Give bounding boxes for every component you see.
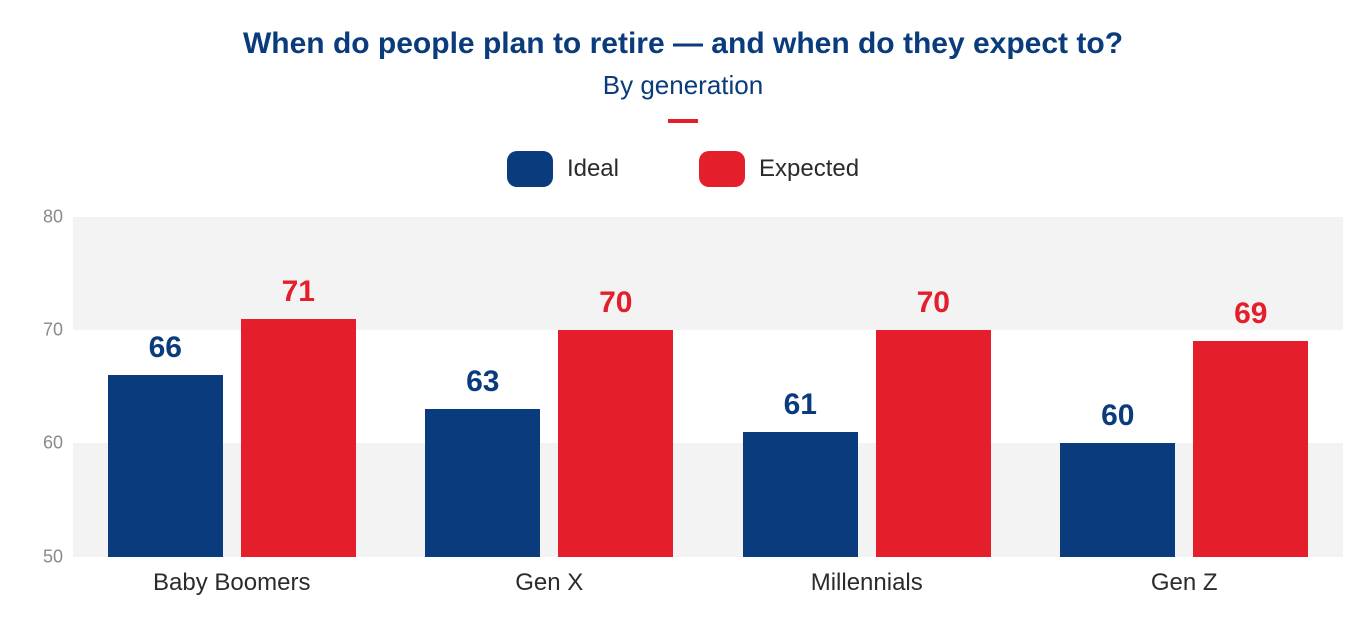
legend-label-ideal: Ideal (567, 155, 619, 183)
bar-value-label: 71 (282, 275, 315, 309)
bar-group: 61 70 (708, 217, 1026, 557)
bar-group: 60 69 (1026, 217, 1344, 557)
title-accent-bar (668, 119, 698, 123)
legend-label-expected: Expected (759, 155, 859, 183)
bar-ideal: 61 (743, 432, 858, 557)
y-tick: 50 (43, 546, 63, 567)
bar-value-label: 61 (784, 388, 817, 422)
legend-item-ideal: Ideal (507, 151, 619, 187)
legend-swatch-ideal (507, 151, 553, 187)
y-tick: 70 (43, 320, 63, 341)
bar-group: 66 71 (73, 217, 391, 557)
bar-expected: 71 (241, 319, 356, 557)
bar-ideal: 60 (1060, 443, 1175, 556)
chart-subtitle: By generation (603, 69, 763, 103)
bar-value-label: 60 (1101, 399, 1134, 433)
bar-ideal: 66 (108, 375, 223, 556)
bar-ideal: 63 (425, 409, 540, 556)
bar-value-label: 70 (917, 286, 950, 320)
bar-groups: 66 71 63 70 61 (73, 217, 1343, 557)
chart-title: When do people plan to retire — and when… (243, 24, 1123, 63)
y-tick: 80 (43, 206, 63, 227)
x-axis-label: Millennials (708, 569, 1026, 597)
chart-plot-area: 80 70 60 50 66 71 63 (23, 217, 1343, 557)
chart-container: When do people plan to retire — and when… (0, 0, 1366, 623)
legend-swatch-expected (699, 151, 745, 187)
x-axis-label: Baby Boomers (73, 569, 391, 597)
bar-value-label: 66 (149, 331, 182, 365)
bar-expected: 70 (876, 330, 991, 557)
plot: 66 71 63 70 61 (73, 217, 1343, 557)
bar-value-label: 70 (599, 286, 632, 320)
legend: Ideal Expected (507, 151, 859, 187)
x-axis: Baby Boomers Gen X Millennials Gen Z (73, 569, 1343, 597)
bar-expected: 70 (558, 330, 673, 557)
y-tick: 60 (43, 433, 63, 454)
bar-expected: 69 (1193, 341, 1308, 556)
bar-value-label: 63 (466, 365, 499, 399)
bar-group: 63 70 (391, 217, 709, 557)
legend-item-expected: Expected (699, 151, 859, 187)
x-axis-label: Gen Z (1026, 569, 1344, 597)
bar-value-label: 69 (1234, 297, 1267, 331)
x-axis-label: Gen X (391, 569, 709, 597)
y-axis: 80 70 60 50 (23, 217, 73, 557)
